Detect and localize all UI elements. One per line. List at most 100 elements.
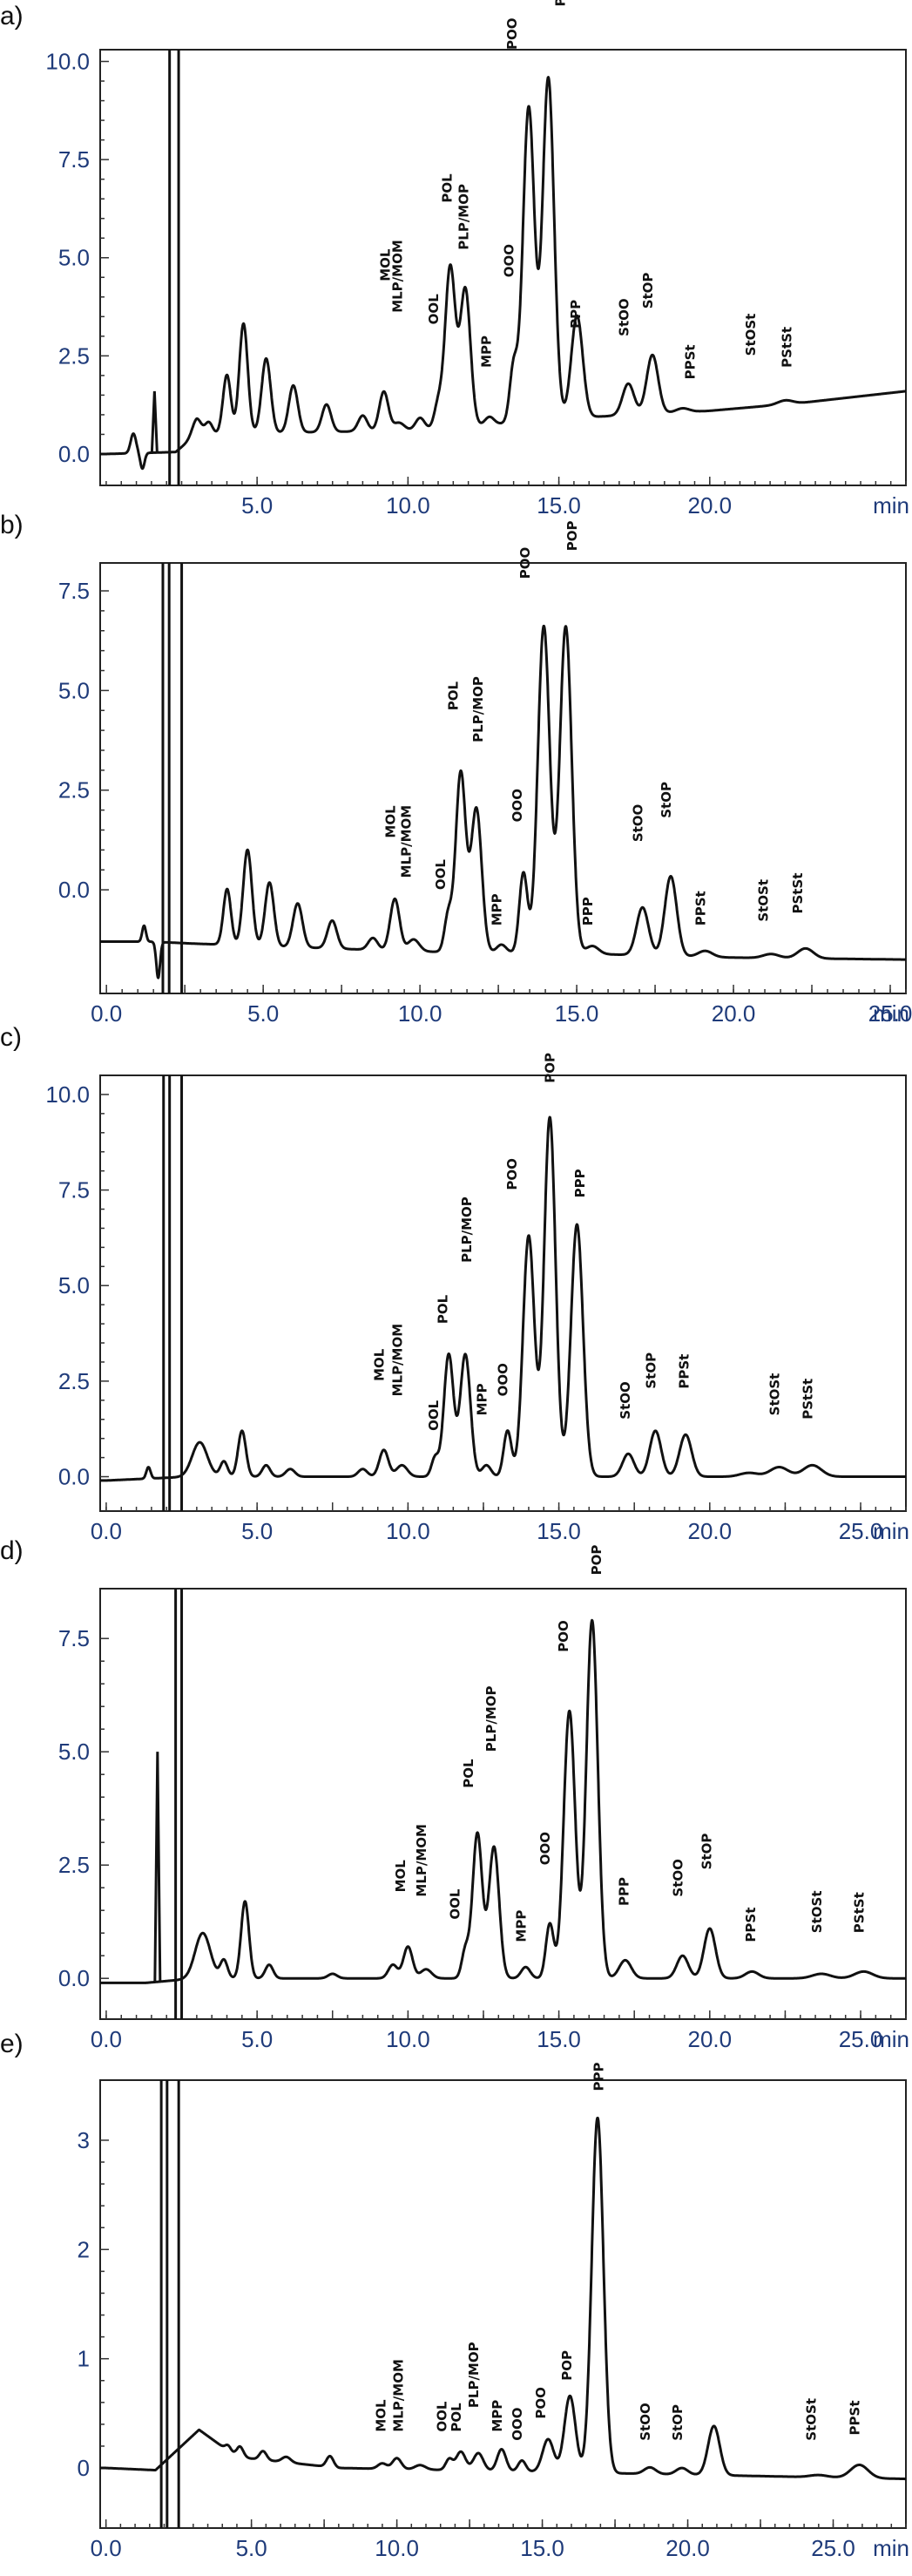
y-tick-label: 5.0 <box>58 245 90 271</box>
x-tick-label: 15.0 <box>537 1518 581 1544</box>
peak-label: MLP/MOM <box>389 240 405 313</box>
peak-label: PPSt <box>848 2400 863 2435</box>
peak-label: StOO <box>671 1859 686 1896</box>
x-tick-label: 25.0 <box>839 2026 883 2052</box>
x-tick-label: 0.0 <box>91 1000 122 1027</box>
panel-letter: a) <box>0 2 24 31</box>
peak-label: MLP/MOM <box>389 1324 405 1397</box>
chart-panel-e: e) 0 1 2 3 0.0 5.0 10.0 15.0 20.0 25.0 min MOL MLP/MO… <box>0 2030 909 2561</box>
peak-label: PPSt <box>677 1354 692 1389</box>
y-tick-label: 0.0 <box>58 1464 90 1490</box>
peak-label: MPP <box>490 893 505 925</box>
y-tick-label: 0.0 <box>58 441 90 467</box>
peak-label: PLP/MOP <box>483 1685 499 1752</box>
peak-label: OOL <box>426 294 442 325</box>
y-tick-label: 0.0 <box>58 1965 90 1991</box>
peak-label: StOP <box>643 1352 659 1389</box>
y-tick-label: 10.0 <box>45 1081 90 1108</box>
peak-label: POP <box>553 0 569 6</box>
peak-label: StOO <box>616 298 632 336</box>
peak-label: StOSt <box>767 1373 782 1416</box>
chromatogram-trace <box>100 1115 906 1482</box>
peak-label: StOP <box>670 2404 686 2441</box>
peak-label: MOL <box>378 248 394 281</box>
x-tick-label: 5.0 <box>236 2535 267 2561</box>
y-tick-label: 7.5 <box>58 1625 90 1651</box>
chart-panel-c: c) 0.0 2.5 5.0 7.5 10.0 0.0 5.0 10.0 15.0 20.0 25.0… <box>0 1023 909 1544</box>
peak-label: PPSt <box>743 1908 759 1942</box>
peak-label: StOSt <box>756 879 772 922</box>
peak-label: MOL <box>373 2399 388 2432</box>
x-tick-label: 5.0 <box>247 1000 279 1027</box>
x-tick-label: 0.0 <box>91 2535 122 2561</box>
peak-label: PPSt <box>693 891 709 925</box>
x-tick-label: 10.0 <box>398 1000 442 1027</box>
peak-label: MPP <box>474 1383 490 1415</box>
y-tick-label: 2.5 <box>58 342 90 369</box>
peak-label: StOP <box>659 782 674 818</box>
peak-label: PPSt <box>682 344 698 379</box>
peak-label: StOP <box>699 1834 715 1870</box>
peak-label: MLP/MOM <box>390 2359 406 2432</box>
peak-label: StOO <box>618 1381 633 1419</box>
x-tick-label: 15.0 <box>537 2026 581 2052</box>
peak-label: PStSt <box>779 327 794 368</box>
peak-label: OOL <box>426 1400 442 1431</box>
panel-letter: d) <box>0 1536 24 1565</box>
peak-label: POO <box>517 547 533 580</box>
y-tick-label: 7.5 <box>58 1177 90 1203</box>
y-tick-label: 3 <box>78 2127 90 2153</box>
peak-label: MPP <box>490 2400 505 2432</box>
peak-label: MOL <box>372 1348 388 1381</box>
y-tick-label: 2.5 <box>58 777 90 803</box>
chart-panel-a: a)0.02.55.07.510.05.0 10.0 15.0 20.0 minMOLM… <box>0 0 909 519</box>
peak-label: StOO <box>638 2403 653 2440</box>
peak-label: MPP <box>513 1910 529 1942</box>
peak-label: POP <box>559 2350 575 2381</box>
peak-label: PLP/MOP <box>459 1196 475 1263</box>
x-tick-label: 10.0 <box>386 1518 430 1544</box>
x-unit-label: min <box>873 2026 909 2052</box>
peak-label: PPP <box>568 300 584 329</box>
x-tick-label: 0.0 <box>91 2026 122 2052</box>
peak-label: POL <box>449 2403 464 2432</box>
x-tick-label: 0.0 <box>91 1518 122 1544</box>
y-tick-label: 2 <box>78 2236 90 2262</box>
peak-label: OOO <box>502 244 517 277</box>
x-tick-label: 10.0 <box>375 2535 419 2561</box>
x-tick-label: 20.0 <box>688 1518 733 1544</box>
peak-label: StOSt <box>803 2398 819 2441</box>
x-tick-label: 10.0 <box>386 492 430 519</box>
plot-frame <box>99 1588 907 2020</box>
y-tick-label: 7.5 <box>58 146 90 173</box>
x-unit-label: min <box>873 2535 909 2561</box>
chromatogram-trace <box>100 1618 906 1984</box>
x-tick-label: 15.0 <box>520 2535 564 2561</box>
plot-frame <box>99 562 907 994</box>
panel-letter: e) <box>0 2030 24 2058</box>
y-tick-label: 0 <box>78 2455 90 2481</box>
x-tick-label: 20.0 <box>712 1000 756 1027</box>
y-tick-label: 0.0 <box>58 877 90 903</box>
injection-spike <box>153 1752 162 1983</box>
x-unit-label: min <box>873 1518 909 1544</box>
peak-label: OOO <box>496 1363 511 1396</box>
peak-label: POP <box>589 1545 605 1576</box>
x-tick-label: 5.0 <box>241 1518 273 1544</box>
peak-label: POL <box>440 173 456 203</box>
peak-label: StOO <box>631 804 646 842</box>
x-tick-label: 25.0 <box>811 2535 855 2561</box>
panel-letter: b) <box>0 511 24 539</box>
y-tick-label: 5.0 <box>58 1739 90 1765</box>
y-tick-label: 5.0 <box>58 677 90 703</box>
peak-label: PStSt <box>790 873 806 914</box>
peak-label: PPP <box>572 1169 588 1197</box>
x-tick-label: 10.0 <box>386 2026 430 2052</box>
peak-label: PStSt <box>851 1892 867 1933</box>
peak-label: PStSt <box>801 1379 816 1420</box>
peak-label: POO <box>504 18 520 51</box>
peak-label: PPP <box>580 897 596 925</box>
peak-label: OOL <box>434 2401 449 2432</box>
